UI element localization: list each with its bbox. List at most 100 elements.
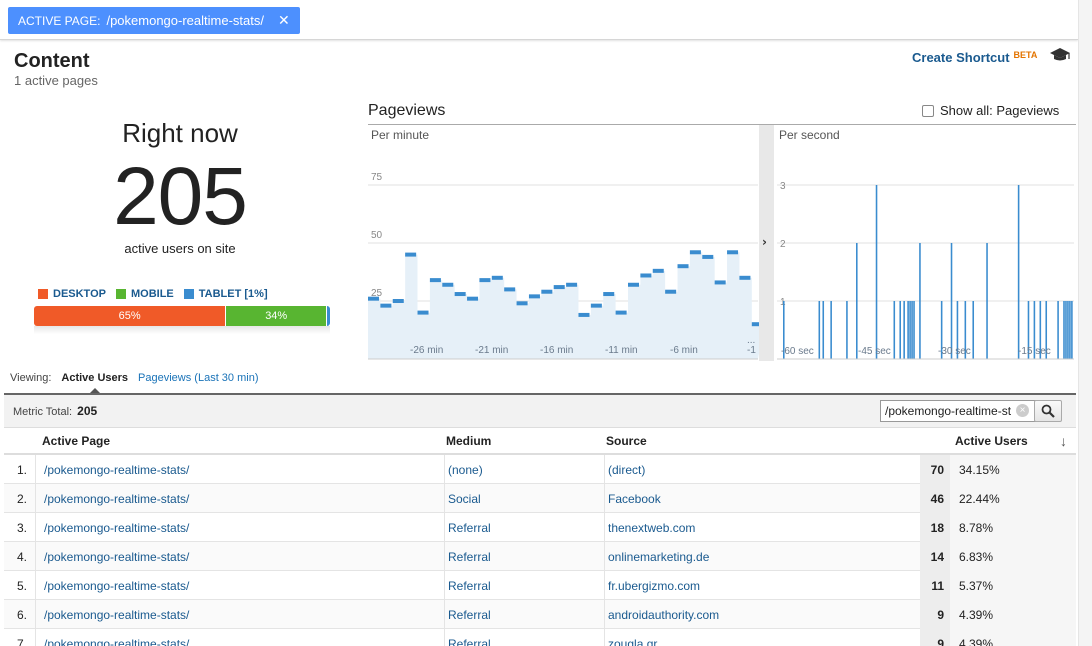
table-row: 4. /pokemongo-realtime-stats/Referral onli… [4, 542, 1076, 571]
source-link[interactable]: thenextweb.com [608, 521, 696, 535]
cell-divider [444, 513, 445, 542]
pageviews-divider [368, 124, 1076, 125]
per-second-xtick: -15 sec [1018, 346, 1051, 357]
source-link[interactable]: (direct) [608, 463, 646, 477]
per-minute-ytick: 50 [371, 230, 383, 241]
per-minute-point [516, 301, 528, 306]
percent-cell-bg [950, 629, 1076, 646]
filter-label: ACTIVE PAGE: [18, 13, 101, 28]
close-icon[interactable]: ✕ [277, 12, 290, 28]
per-second-bar [783, 301, 785, 359]
legend-swatch [38, 289, 48, 299]
per-second-bar [818, 301, 821, 359]
per-minute-point [702, 254, 714, 259]
per-minute-area [368, 252, 765, 359]
vertical-scrollbar[interactable] [1078, 0, 1092, 646]
table-search-input[interactable]: /pokemongo-realtime-st [880, 400, 1037, 422]
medium-link[interactable]: Social [448, 492, 481, 506]
table-body: 1. /pokemongo-realtime-stats/ (none) (direc… [4, 455, 1076, 646]
medium-link[interactable]: Referral [448, 521, 491, 535]
active-page-link[interactable]: /pokemongo-realtime-stats/ [44, 608, 190, 622]
source-link[interactable]: onlinemarketing.de [608, 550, 710, 564]
source-link[interactable]: zougla.gr [608, 637, 658, 646]
per-second-bar [899, 301, 901, 359]
active-users-count: 205 [113, 151, 248, 242]
per-minute-point [566, 282, 578, 287]
search-button[interactable] [1034, 400, 1062, 422]
active-page-link[interactable]: /pokemongo-realtime-stats/ [44, 550, 190, 564]
per-second-bar [1065, 301, 1067, 359]
table-row: 2. /pokemongo-realtime-stats/Social Facebo… [4, 484, 1076, 513]
medium-link[interactable]: Referral [448, 579, 491, 593]
per-minute-point [467, 296, 479, 301]
metric-total-label: Metric Total: [13, 406, 73, 418]
per-second-bar [1057, 301, 1059, 359]
cell-divider [604, 513, 605, 542]
col-medium[interactable]: Medium [446, 434, 492, 448]
cell-divider [444, 484, 445, 513]
col-source[interactable]: Source [606, 434, 647, 448]
per-second-bar [972, 301, 975, 359]
tab-pageviews[interactable]: Pageviews (Last 30 min) [138, 372, 259, 384]
medium-link[interactable]: Referral [448, 637, 491, 646]
per-second-bar [893, 301, 896, 359]
active-page-link[interactable]: /pokemongo-realtime-stats/ [44, 492, 190, 506]
search-icon [1041, 404, 1055, 418]
col-active-users[interactable]: Active Users [955, 434, 1028, 448]
cell-divider [444, 629, 445, 646]
per-second-bar [913, 301, 915, 359]
active-users-percent-cell: 22.44% [959, 492, 1000, 506]
device-segment: 34% [226, 306, 328, 326]
per-minute-ellipsis: ... [747, 335, 755, 346]
table-row: 6. /pokemongo-realtime-stats/Referral andr… [4, 600, 1076, 629]
per-second-bar [950, 243, 953, 359]
active-page-link[interactable]: /pokemongo-realtime-stats/ [44, 637, 190, 646]
active-users-percent-cell: 4.39% [959, 637, 994, 646]
active-page-link[interactable]: /pokemongo-realtime-stats/ [44, 463, 190, 477]
medium-link[interactable]: (none) [448, 463, 483, 477]
source-link[interactable]: fr.ubergizmo.com [608, 579, 701, 593]
source-link[interactable]: androidauthority.com [608, 608, 720, 622]
graduation-cap-icon[interactable] [1049, 46, 1071, 64]
device-split-bar: 65% 34% [34, 306, 330, 326]
show-all-checkbox[interactable] [922, 104, 934, 117]
per-minute-point [739, 275, 751, 280]
active-page-filter-chip[interactable]: ACTIVE PAGE: /pokemongo-realtime-stats/ … [8, 7, 300, 34]
source-link[interactable]: Facebook [608, 492, 661, 506]
medium-link[interactable]: Referral [448, 550, 491, 564]
per-minute-point [751, 322, 763, 327]
per-minute-point [491, 275, 503, 280]
col-active-page[interactable]: Active Page [42, 434, 111, 448]
active-page-link[interactable]: /pokemongo-realtime-stats/ [44, 579, 190, 593]
clear-search-icon[interactable]: × [1016, 404, 1029, 417]
cell-divider [604, 600, 605, 629]
cell-divider [444, 542, 445, 571]
medium-link[interactable]: Referral [448, 608, 491, 622]
percent-cell-bg [950, 571, 1076, 600]
table-row: 7. /pokemongo-realtime-stats/Referral zoug… [4, 629, 1076, 646]
row-number: 7. [4, 629, 36, 646]
row-number: 1. [4, 455, 36, 484]
legend-label: MOBILE [130, 288, 174, 300]
per-minute-point [727, 250, 739, 255]
create-shortcut-link[interactable]: Create Shortcut BETA [912, 50, 1037, 65]
tab-active-users[interactable]: Active Users [61, 372, 129, 393]
per-second-bar [1039, 301, 1042, 359]
percent-cell-bg [950, 455, 1076, 484]
per-minute-point [553, 285, 565, 290]
per-minute-xtick: -1 [747, 345, 756, 356]
filter-value: /pokemongo-realtime-stats/ [106, 13, 264, 28]
active-users-percent-cell: 5.37% [959, 579, 994, 593]
per-minute-point [603, 292, 615, 297]
per-second-bar [830, 301, 832, 359]
per-minute-point [578, 312, 590, 317]
sort-descending-icon[interactable]: ↓ [1060, 433, 1067, 449]
metric-total-value: 205 [77, 404, 98, 418]
show-all-toggle[interactable]: Show all: Pageviews [922, 103, 1059, 118]
cell-divider [604, 571, 605, 600]
beta-badge: BETA [1013, 50, 1038, 60]
active-page-link[interactable]: /pokemongo-realtime-stats/ [44, 521, 190, 535]
row-number: 4. [4, 542, 36, 571]
per-second-label: Per second [779, 128, 840, 142]
